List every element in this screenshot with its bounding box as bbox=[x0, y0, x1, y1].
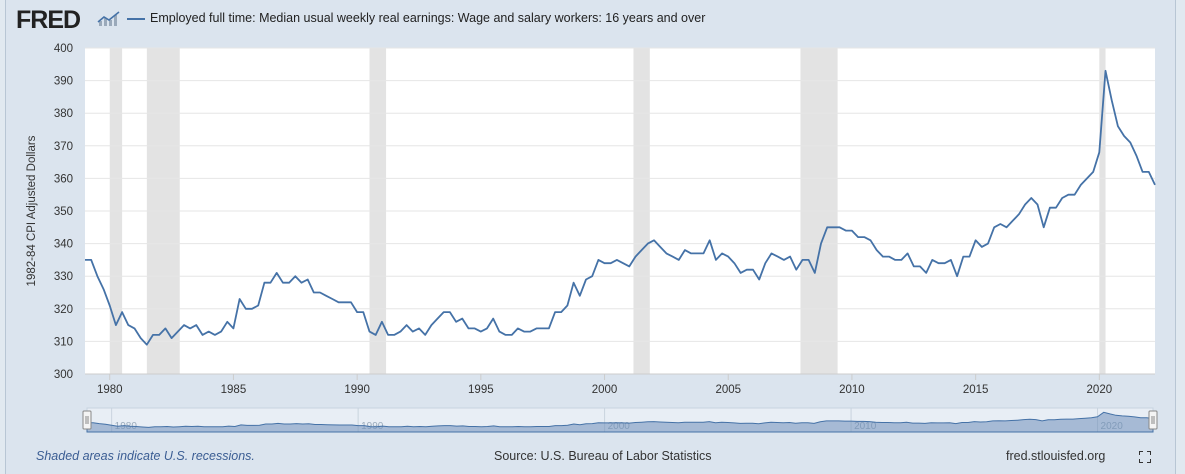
y-tick-label: 340 bbox=[54, 239, 73, 251]
x-tick-label: 2015 bbox=[963, 384, 989, 396]
legend-swatch bbox=[127, 18, 145, 20]
y-tick-label: 300 bbox=[54, 369, 73, 381]
source-note: Source: U.S. Bureau of Labor Statistics bbox=[494, 449, 712, 463]
recession-note: Shaded areas indicate U.S. recessions. bbox=[36, 449, 255, 463]
navigator-right-handle[interactable] bbox=[1148, 410, 1158, 430]
y-tick-label: 360 bbox=[54, 173, 73, 185]
y-tick-label: 320 bbox=[54, 304, 73, 316]
y-tick-label: 330 bbox=[54, 271, 73, 283]
navigator-series-area bbox=[86, 411, 1154, 433]
x-tick-label: 1980 bbox=[97, 384, 123, 396]
y-tick-label: 400 bbox=[54, 43, 73, 55]
legend-label[interactable]: Employed full time: Median usual weekly … bbox=[150, 11, 706, 25]
series-line bbox=[85, 69, 1156, 346]
y-axis-label: 1982-84 CPI Adjusted Dollars bbox=[26, 135, 38, 286]
x-tick-label: 2020 bbox=[1087, 384, 1113, 396]
y-tick-label: 350 bbox=[54, 206, 73, 218]
y-tick-label: 380 bbox=[54, 108, 73, 120]
navigator-left-handle[interactable] bbox=[82, 410, 92, 430]
x-tick-label: 1990 bbox=[344, 384, 370, 396]
chart-header: FRED Employed full time: Median usual we… bbox=[0, 0, 1185, 40]
x-tick-label: 1985 bbox=[221, 384, 247, 396]
fred-line-chart-icon bbox=[97, 10, 121, 28]
site-link[interactable]: fred.stlouisfed.org bbox=[1006, 449, 1106, 463]
y-tick-label: 370 bbox=[54, 141, 73, 153]
x-tick-label: 2005 bbox=[715, 384, 741, 396]
fullscreen-icon[interactable] bbox=[1139, 451, 1151, 463]
x-tick-label: 2010 bbox=[839, 384, 865, 396]
x-tick-label: 2000 bbox=[592, 384, 618, 396]
y-tick-label: 390 bbox=[54, 76, 73, 88]
x-tick-label: 1995 bbox=[468, 384, 494, 396]
fred-logo[interactable]: FRED bbox=[16, 6, 81, 34]
y-tick-label: 310 bbox=[54, 336, 73, 348]
